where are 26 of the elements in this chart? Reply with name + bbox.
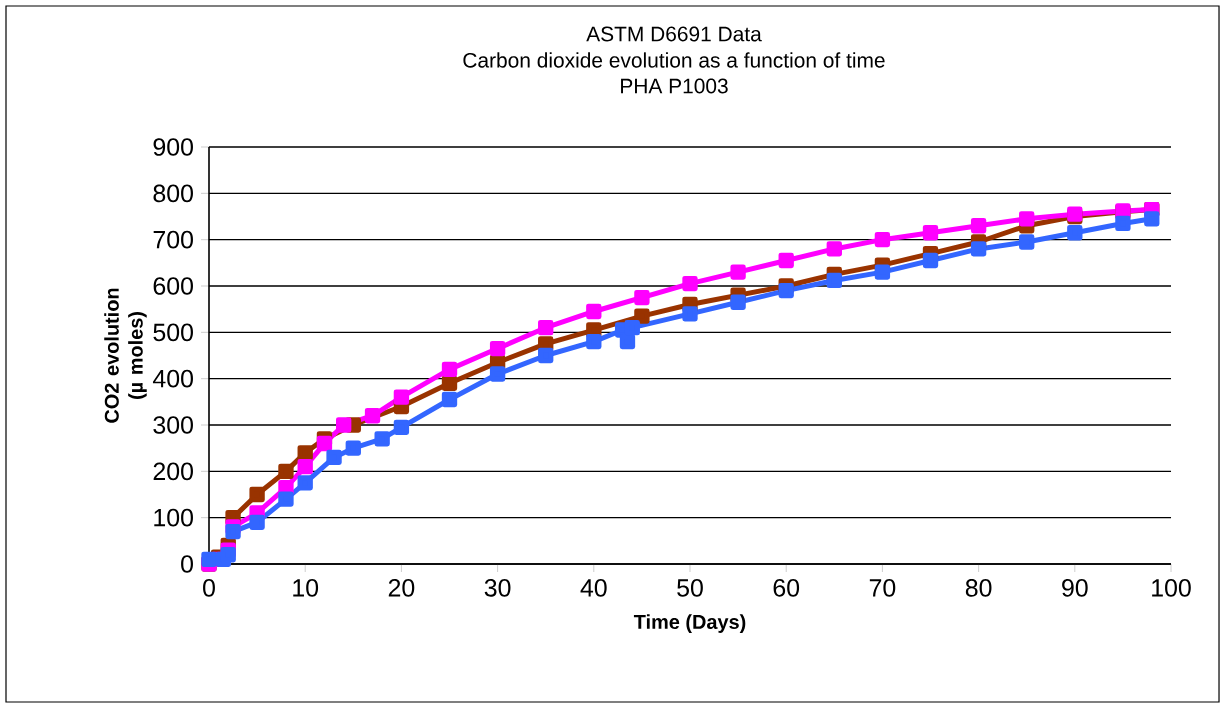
y-tick-label: 700 xyxy=(153,230,193,249)
y-tick-label: 400 xyxy=(152,369,193,388)
y-axis-title: CO2 evolution (µ moles) xyxy=(104,288,147,423)
y-tick-label: 200 xyxy=(153,462,193,481)
y-tick-label: 500 xyxy=(153,323,193,342)
x-axis-title: Time (Days) xyxy=(633,614,746,633)
x-tick-label: 70 xyxy=(869,579,896,597)
x-tick-label: 80 xyxy=(965,579,992,597)
y-tick-label: 800 xyxy=(153,184,193,203)
x-tick-label: 60 xyxy=(773,579,800,597)
text: PHA P1003 xyxy=(621,78,728,94)
x-tick-label: 50 xyxy=(677,579,703,597)
x-tick-label: 30 xyxy=(484,579,511,597)
x-tick-label: 10 xyxy=(293,579,319,597)
y-tick-label: 100 xyxy=(154,508,193,527)
y-tick-label: 0 xyxy=(181,555,193,573)
chart-subtitle: Carbon dioxide evolution as a function of time xyxy=(463,52,885,68)
x-tick-label: 20 xyxy=(388,579,415,597)
chart-title: ASTM D6691 Data xyxy=(586,26,762,42)
x-tick-label: 100 xyxy=(1152,579,1191,597)
x-tick-label: 40 xyxy=(580,579,607,597)
y-tick-label: 600 xyxy=(153,277,193,295)
x-tick-label: 0 xyxy=(203,579,215,597)
y-tick-label: 900 xyxy=(153,138,193,156)
x-tick-label: 90 xyxy=(1062,579,1088,597)
y-tick-label: 300 xyxy=(153,416,193,434)
